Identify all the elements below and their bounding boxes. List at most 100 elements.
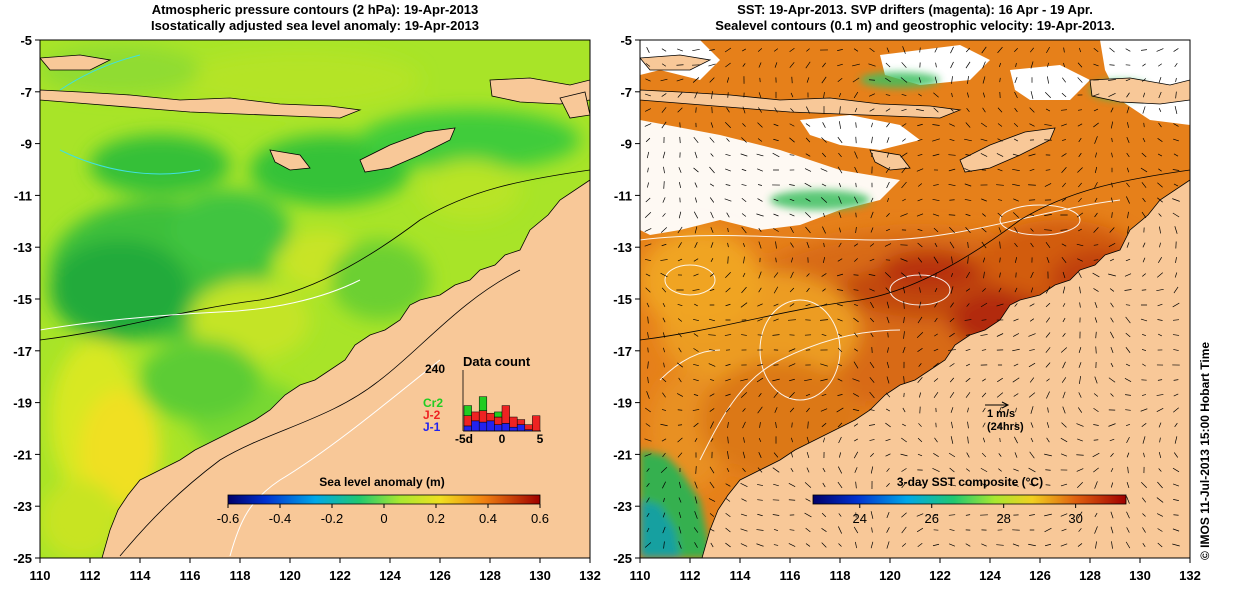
right-x-tick-label: 130 xyxy=(1129,568,1151,583)
inset-xtick-start: -5d xyxy=(455,432,473,446)
right-y-tick-label: -9 xyxy=(620,137,632,152)
inset-legend-j1: J-1 xyxy=(423,420,441,434)
inset-title: Data count xyxy=(463,354,531,369)
inset-bar-j2 xyxy=(501,405,510,424)
geostrophic-velocity-arrows xyxy=(644,46,1180,549)
left-y-tick-label: -7 xyxy=(20,85,32,100)
inset-bar-j2 xyxy=(494,416,503,425)
inset-bar-j2 xyxy=(524,424,533,430)
left-y-tick-label: -11 xyxy=(14,188,32,203)
left-x-tick-label: 112 xyxy=(80,568,101,583)
left-x-tick-label: 110 xyxy=(30,568,51,583)
left-title-line2: Isostatically adjusted sea level anomaly… xyxy=(150,18,480,33)
inset-bar-j1 xyxy=(509,426,518,432)
sst-colorbar: 3-day SST composite (°C) 24 26 28 30 xyxy=(812,475,1127,526)
left-x-tick-label: 132 xyxy=(579,568,601,583)
colorbar-tick-label: -0.6 xyxy=(217,511,239,526)
inset-legend-cr2: Cr2 xyxy=(423,396,443,410)
inset-bar-j2 xyxy=(486,412,495,422)
inset-bar-j1 xyxy=(494,424,503,432)
right-x-tick-label: 132 xyxy=(1179,568,1201,583)
right-map xyxy=(640,40,1190,558)
right-x-tick-label: 120 xyxy=(879,568,901,583)
colorbar-tick-label: 0 xyxy=(380,511,387,526)
sst-colorbar-ticks: 24 26 28 30 xyxy=(853,504,1083,526)
inset-ymax-label: 240 xyxy=(425,362,445,376)
colorbar-tick-label: 0.4 xyxy=(479,511,497,526)
sla-colorbar-gradient xyxy=(227,494,541,505)
left-land xyxy=(40,54,590,558)
left-contours xyxy=(40,54,590,557)
velocity-key-sublabel: (24hrs) xyxy=(987,421,1024,433)
credit-label-container: © IMOS 11-Jul-2013 15:00 Hobart Time xyxy=(1190,342,1220,561)
left-y-tick-label: -13 xyxy=(13,240,32,255)
right-x-tick-label: 124 xyxy=(979,568,1001,583)
colorbar-tick-label: 0.2 xyxy=(427,511,445,526)
australia-landmass xyxy=(701,179,1190,558)
inset-bar-j1 xyxy=(516,424,526,432)
left-x-tick-label: 124 xyxy=(379,568,401,583)
right-x-tick-label: 112 xyxy=(680,568,701,583)
right-x-tick-label: 116 xyxy=(780,568,801,583)
left-title-line1: Atmospheric pressure contours (2 hPa): 1… xyxy=(151,2,479,17)
inset-xtick-end: 5 xyxy=(537,432,544,446)
right-map-title: SST: 19-Apr-2013. SVP drifters (magenta)… xyxy=(640,2,1190,34)
right-title-line1: SST: 19-Apr-2013. SVP drifters (magenta)… xyxy=(737,2,1093,17)
inset-bar-j1 xyxy=(471,420,480,432)
left-x-tick-label: 126 xyxy=(429,568,451,583)
right-y-tick-label: -23 xyxy=(613,499,632,514)
inset-bar-cr2 xyxy=(478,396,488,411)
colorbar-tick-label: 0.6 xyxy=(531,511,549,526)
inset-bar-j2 xyxy=(471,411,480,422)
left-x-tick-label: 114 xyxy=(130,568,152,583)
left-y-tick-label: -23 xyxy=(13,499,32,514)
left-map xyxy=(40,40,590,558)
right-y-tick-label: -5 xyxy=(620,33,632,48)
left-y-tick-label: -19 xyxy=(13,396,32,411)
colorbar-tick-label: -0.2 xyxy=(321,511,343,526)
left-y-tick-label: -15 xyxy=(13,292,32,307)
sla-colorbar-ticks: -0.6 -0.4 -0.2 0 0.2 0.4 0.6 xyxy=(217,504,549,526)
right-y-tick-label: -19 xyxy=(613,396,632,411)
right-y-tick-label: -21 xyxy=(613,447,632,462)
sla-colorbar-title: Sea level anomaly (m) xyxy=(319,475,444,489)
borneo-coast xyxy=(640,54,712,71)
data-count-inset: Data count 240 Cr2 J-2 J-1 -5d 0 5 xyxy=(423,354,544,446)
right-x-tick-label: 110 xyxy=(630,568,651,583)
left-map-title: Atmospheric pressure contours (2 hPa): 1… xyxy=(40,2,590,34)
inset-bar-j2 xyxy=(478,410,488,423)
left-x-tick-label: 122 xyxy=(329,568,351,583)
velocity-key-label: 1 m/s xyxy=(987,408,1015,420)
right-y-tick-label: -13 xyxy=(613,240,632,255)
sst-colorbar-gradient xyxy=(812,494,1127,505)
new-guinea-coast xyxy=(559,91,590,119)
inset-bar-j2 xyxy=(463,415,472,427)
left-x-tick-label: 118 xyxy=(230,568,251,583)
left-x-tick-label: 120 xyxy=(279,568,301,583)
inset-legend-j2: J-2 xyxy=(423,408,441,422)
credit-label: © IMOS 11-Jul-2013 15:00 Hobart Time xyxy=(1198,341,1212,560)
right-x-tick-label: 122 xyxy=(929,568,951,583)
right-title-line2: Sealevel contours (0.1 m) and geostrophi… xyxy=(715,18,1115,33)
sst-colorbar-title: 3-day SST composite (°C) xyxy=(897,475,1043,489)
inset-bars xyxy=(463,396,541,432)
right-y-tick-label: -25 xyxy=(613,551,632,566)
inset-xtick-mid: 0 xyxy=(499,432,506,446)
inset-bar-cr2 xyxy=(463,405,472,417)
inset-bar-cr2 xyxy=(494,411,503,418)
australia-landmass xyxy=(101,179,590,558)
colorbar-tick-label: 26 xyxy=(924,511,938,526)
left-x-tick-label: 116 xyxy=(180,568,201,583)
axis-ticks: 110 112 114 116 118 120 122 124 126 128 130 132 -5 -7… xyxy=(13,33,1201,583)
left-y-tick-label: -5 xyxy=(20,33,32,48)
sla-colorbar: Sea level anomaly (m) -0.6 -0.4 -0.2 0 0.2 0.… xyxy=(217,475,549,526)
colorbar-tick-label: 28 xyxy=(996,511,1010,526)
left-y-tick-label: -17 xyxy=(13,344,32,359)
left-y-tick-label: -21 xyxy=(13,447,32,462)
inset-bar-j2 xyxy=(516,419,526,425)
right-y-tick-label: -17 xyxy=(613,344,632,359)
java-islands xyxy=(640,89,962,119)
inset-bar-j2 xyxy=(509,416,518,428)
left-x-tick-label: 130 xyxy=(529,568,551,583)
